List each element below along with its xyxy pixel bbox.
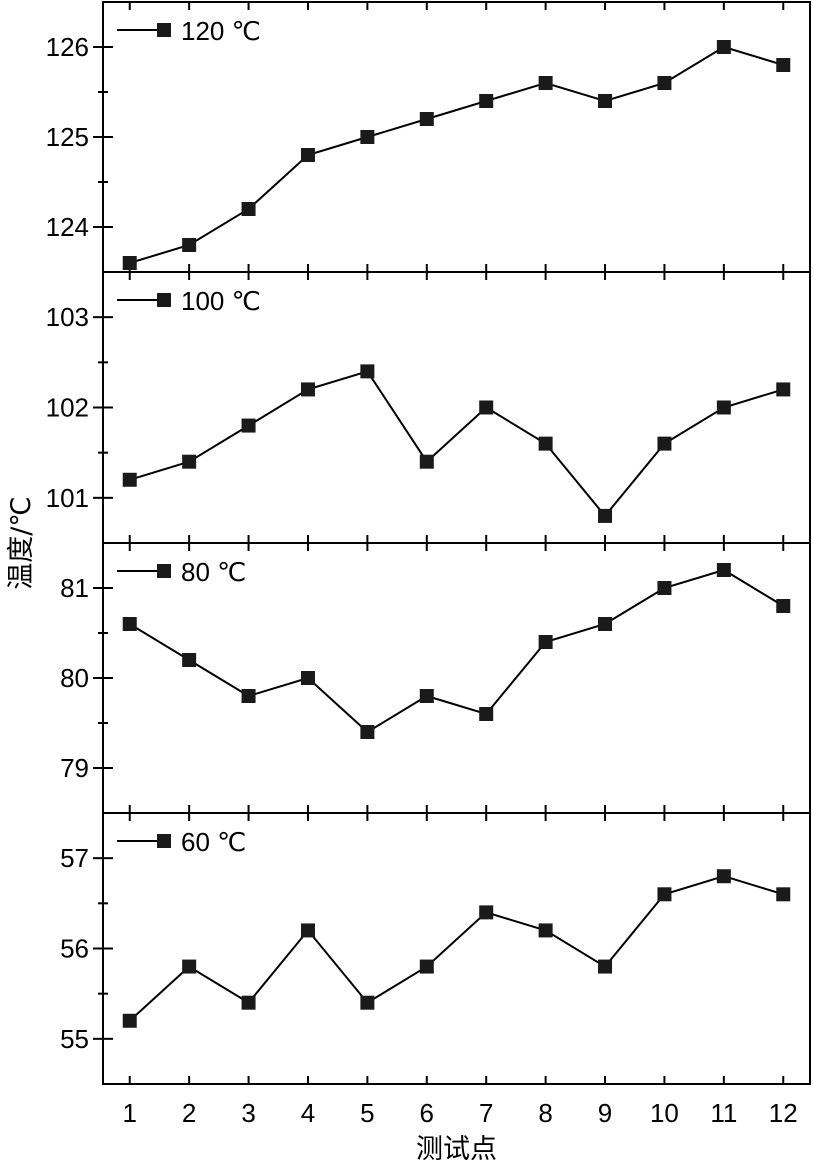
y-tick-label: 124 — [46, 212, 89, 242]
panel-4: 55 56 57 60 ℃ — [60, 812, 811, 1085]
data-point — [716, 563, 731, 577]
data-point — [122, 1013, 137, 1028]
data-point — [241, 202, 256, 216]
data-point — [598, 94, 613, 108]
legend-label: 120 ℃ — [181, 16, 261, 46]
x-tick-label: 4 — [301, 1098, 315, 1128]
data-point — [241, 995, 256, 1010]
data-point — [182, 959, 197, 974]
x-axis-title: 测试点 — [416, 1134, 497, 1165]
data-point — [598, 508, 613, 523]
data-point — [241, 689, 256, 703]
data-point — [122, 472, 137, 487]
data-point — [538, 436, 553, 451]
x-tick-label: 2 — [182, 1098, 196, 1128]
y-tick-label: 81 — [60, 573, 89, 603]
data-point — [122, 256, 137, 270]
series-line — [129, 45, 784, 264]
y-tick-label: 79 — [60, 753, 89, 783]
data-point — [716, 40, 731, 54]
series-line — [129, 875, 784, 1022]
x-tick-label: 12 — [769, 1098, 798, 1128]
data-point — [360, 725, 375, 739]
data-point — [300, 923, 315, 938]
data-point — [419, 959, 434, 974]
data-point — [182, 238, 197, 252]
data-point — [300, 148, 315, 162]
legend-marker — [157, 834, 171, 848]
data-point — [182, 454, 197, 469]
x-tick-label: 6 — [420, 1098, 434, 1128]
panel-1: 124 125 126 120 ℃ — [46, 1, 811, 273]
data-point — [479, 400, 494, 415]
data-point — [776, 58, 791, 72]
data-point — [538, 635, 553, 649]
y-tick-label: 102 — [46, 393, 89, 423]
y-tick-label: 55 — [60, 1024, 89, 1054]
y-axis-title: 温度/℃ — [6, 496, 37, 589]
data-point — [479, 905, 494, 920]
data-point — [538, 76, 553, 90]
legend-label: 80 ℃ — [181, 557, 246, 587]
data-point — [716, 400, 731, 415]
y-tick-label: 57 — [60, 843, 89, 873]
y-tick-label: 56 — [60, 934, 89, 964]
legend-marker — [157, 564, 171, 578]
data-point — [716, 869, 731, 884]
data-point — [657, 887, 672, 902]
data-point — [182, 653, 197, 667]
data-point — [479, 94, 494, 108]
data-point — [657, 436, 672, 451]
x-tick-label: 10 — [650, 1098, 679, 1128]
legend-marker — [157, 293, 171, 307]
y-tick-label: 103 — [46, 302, 89, 332]
data-point — [122, 617, 137, 631]
panel-3: 79 80 81 80 ℃ — [60, 542, 811, 814]
legend-marker — [157, 23, 171, 37]
data-point — [419, 689, 434, 703]
data-point — [241, 418, 256, 433]
data-point — [360, 995, 375, 1010]
series-line — [129, 370, 784, 518]
data-point — [776, 887, 791, 902]
x-tick-label: 8 — [538, 1098, 552, 1128]
legend-label: 60 ℃ — [181, 827, 246, 857]
x-tick-label: 3 — [241, 1098, 255, 1128]
data-point — [657, 581, 672, 595]
data-point — [479, 707, 494, 721]
x-tick-label: 11 — [710, 1098, 737, 1128]
data-point — [300, 671, 315, 685]
data-point — [419, 112, 434, 126]
panel-2: 101 102 103 100 ℃ — [46, 271, 811, 544]
x-tick-label: 9 — [598, 1098, 612, 1128]
data-point — [419, 454, 434, 469]
x-tick-label: 1 — [123, 1098, 137, 1128]
data-point — [300, 382, 315, 397]
series-line — [129, 568, 784, 734]
data-point — [598, 617, 613, 631]
x-tick-label: 7 — [479, 1098, 493, 1128]
data-point — [657, 76, 672, 90]
legend-label: 100 ℃ — [181, 286, 261, 316]
x-tick-label: 5 — [360, 1098, 374, 1128]
data-point — [360, 130, 375, 144]
data-point — [598, 959, 613, 974]
data-point — [776, 599, 791, 613]
y-tick-label: 126 — [46, 32, 89, 62]
data-point — [538, 923, 553, 938]
data-point — [776, 382, 791, 397]
y-tick-label: 80 — [60, 663, 89, 693]
data-point — [360, 364, 375, 379]
y-tick-label: 125 — [46, 122, 89, 152]
y-tick-label: 101 — [46, 483, 89, 513]
